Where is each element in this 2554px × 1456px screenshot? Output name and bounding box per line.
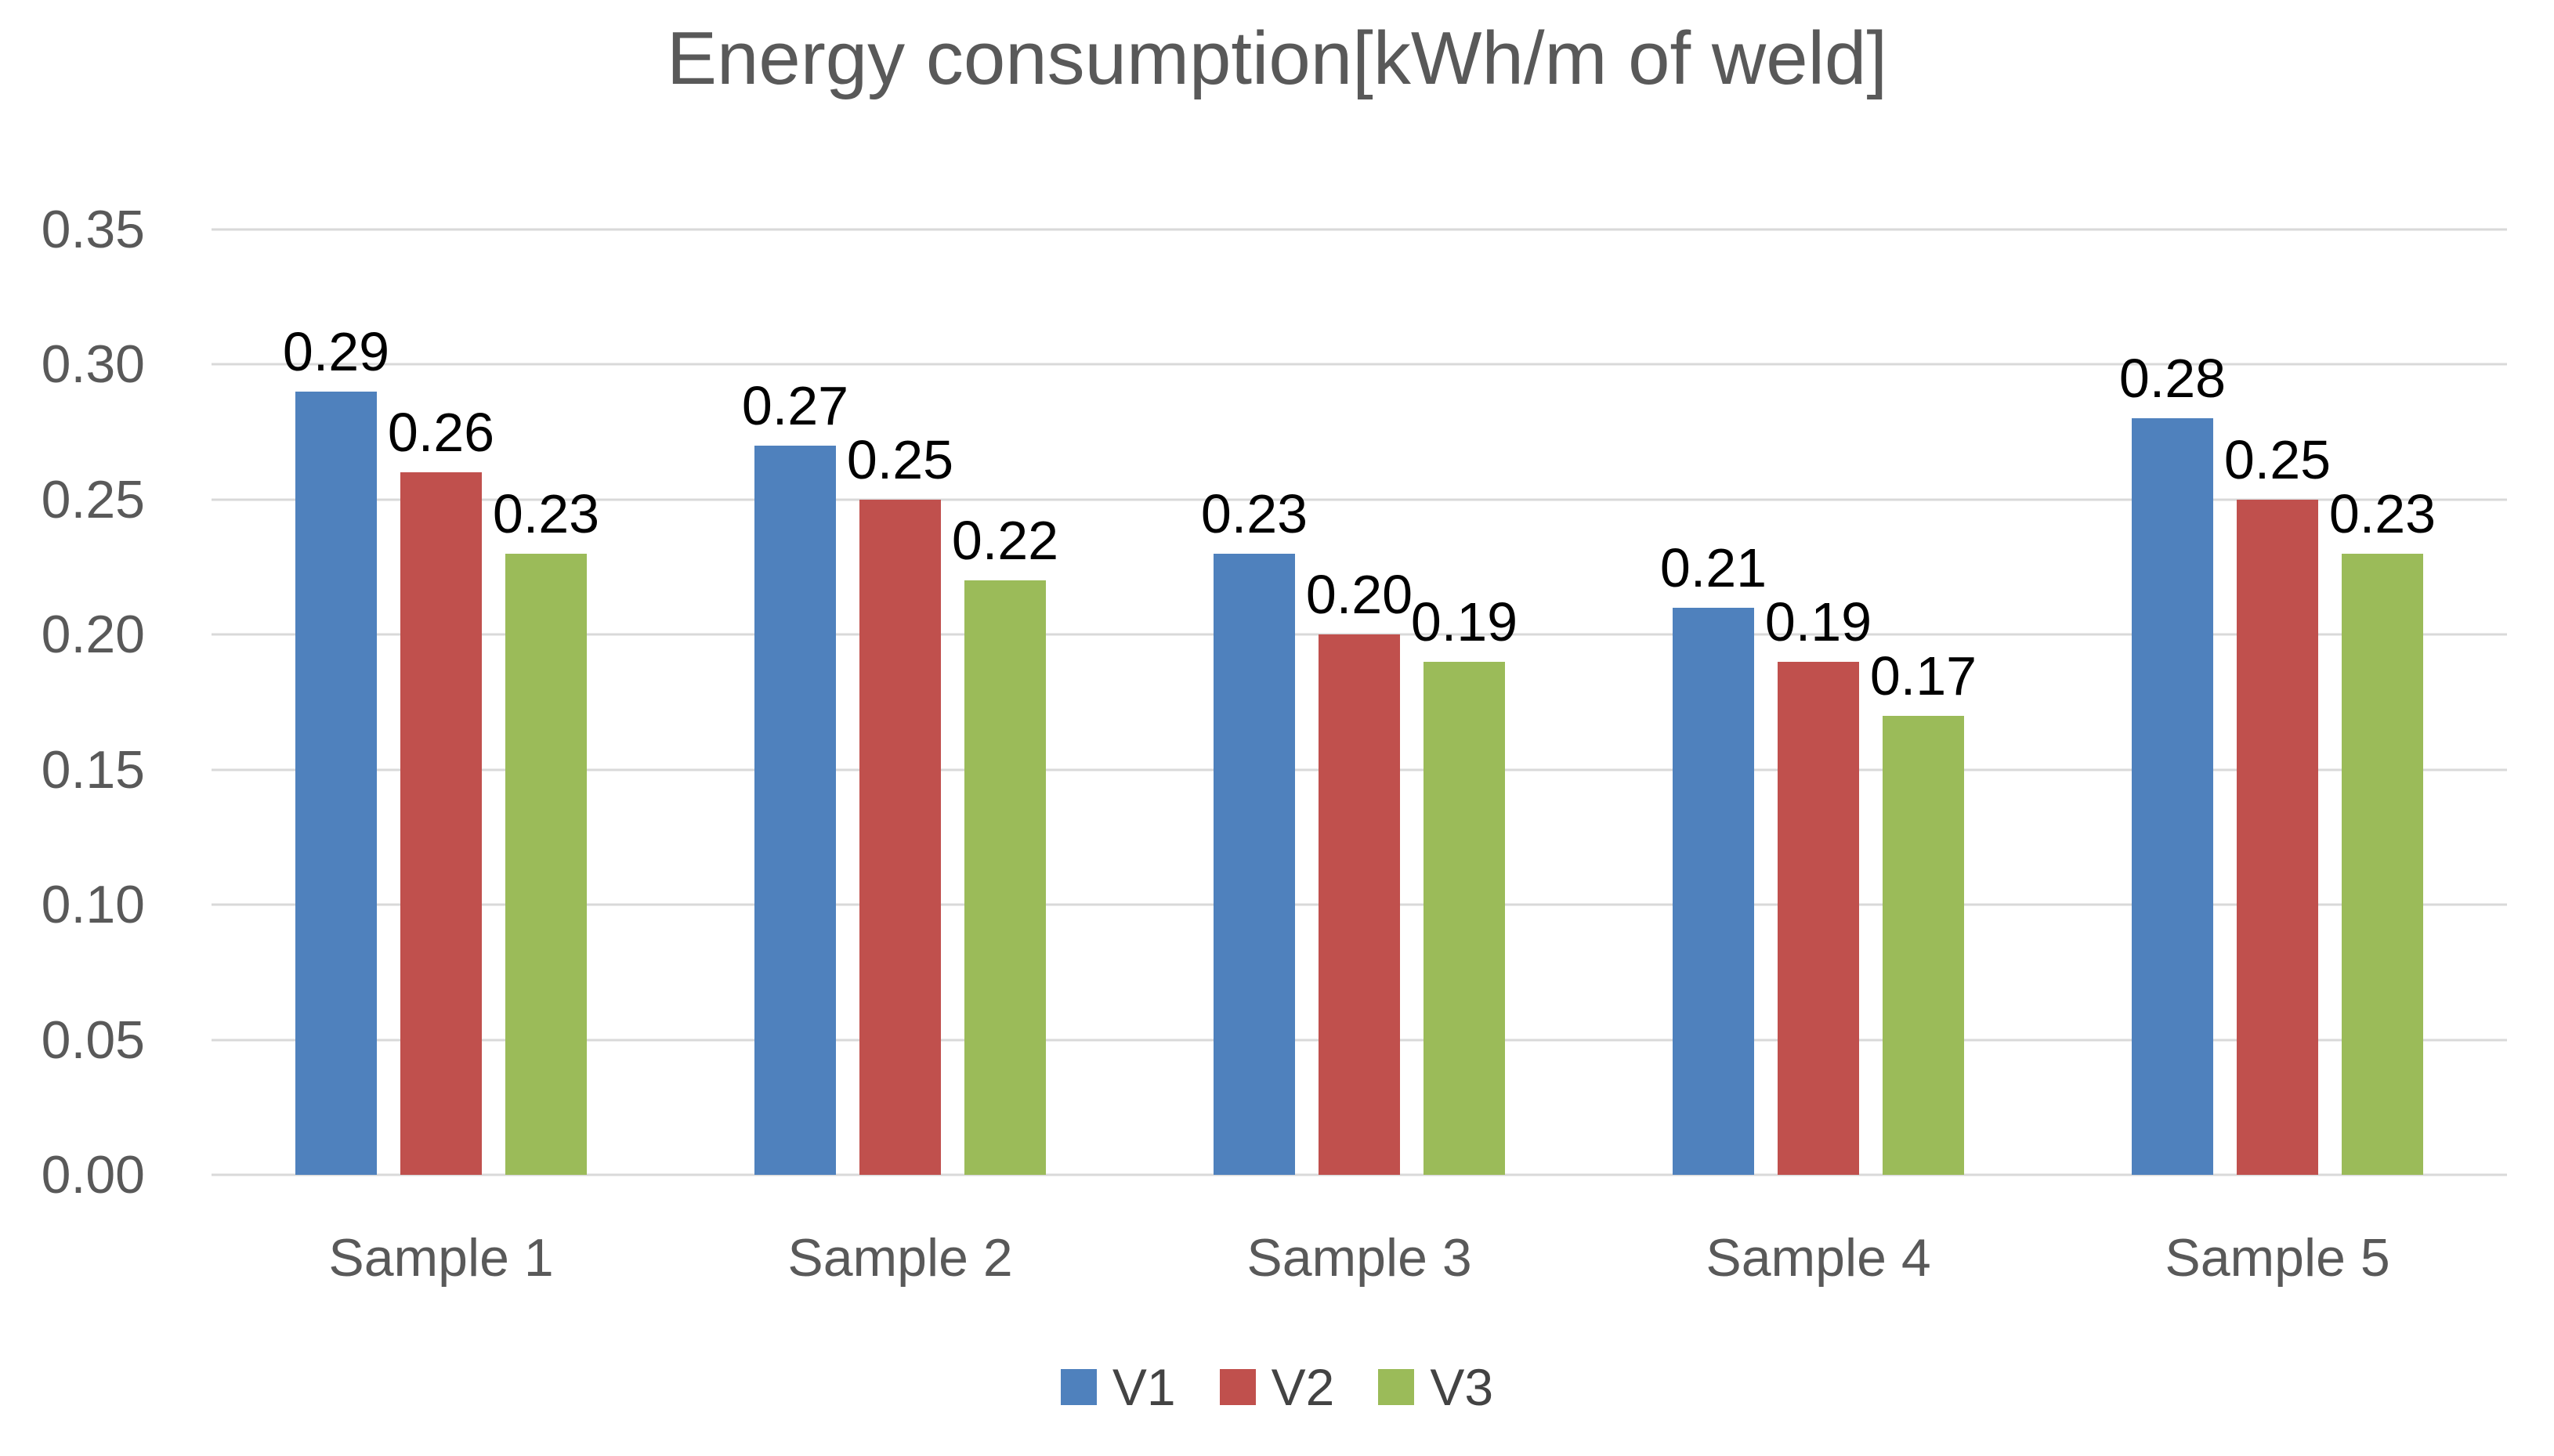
bar-v3-sample-3: 0.19 <box>1411 594 1518 1175</box>
bar-v1-sample-1: 0.29 <box>283 324 389 1175</box>
bar-v3-sample-5: 0.23 <box>2329 486 2436 1175</box>
legend-swatch-v2 <box>1219 1369 1256 1405</box>
bar-value-label: 0.29 <box>282 320 390 382</box>
legend-label-v2: V2 <box>1271 1358 1335 1416</box>
bar-value-label: 0.25 <box>2223 428 2332 490</box>
x-axis-category-label: Sample 1 <box>328 1228 554 1288</box>
legend-item-v3: V3 <box>1378 1361 1493 1413</box>
bar-value-label: 0.22 <box>951 510 1059 572</box>
bar-value-label: 0.20 <box>1305 564 1413 626</box>
bar-value-label: 0.21 <box>1659 537 1767 598</box>
bar-value-label: 0.23 <box>1200 482 1308 544</box>
bar-v3-sample-2: 0.22 <box>952 513 1058 1175</box>
y-axis-tick-label: 0.00 <box>41 1145 145 1205</box>
bar-group-sample-2: 0.27 0.25 0.22 <box>671 229 1130 1175</box>
y-axis-tick-label: 0.35 <box>41 200 145 259</box>
bar-value-label: 0.27 <box>741 374 849 436</box>
bar-v3-sample-4: 0.17 <box>1870 649 1977 1175</box>
x-axis-category-label: Sample 2 <box>787 1228 1013 1288</box>
legend-item-v2: V2 <box>1219 1358 1335 1416</box>
bar-value-label: 0.19 <box>1410 591 1518 652</box>
bar-v1-sample-2: 0.27 <box>742 378 848 1175</box>
bar-value-label: 0.26 <box>387 402 495 464</box>
legend-item-v1: V1 <box>1060 1358 1176 1416</box>
legend-swatch-v3 <box>1378 1369 1415 1405</box>
x-axis-category-label: Sample 3 <box>1246 1228 1472 1288</box>
y-axis: 0.00 0.05 0.10 0.15 0.20 0.25 0.30 0.35 <box>0 203 145 1201</box>
x-axis-category-label: Sample 4 <box>1706 1228 1931 1288</box>
bar-v3-sample-1: 0.23 <box>493 486 599 1175</box>
bar-value-label: 0.17 <box>1869 645 1977 706</box>
legend-label-v3: V3 <box>1430 1358 1494 1416</box>
bar-group-sample-4: 0.21 0.19 0.17 <box>1589 229 2048 1175</box>
y-axis-tick-label: 0.25 <box>41 469 145 529</box>
bar-group-sample-3: 0.23 0.20 0.19 <box>1130 229 1589 1175</box>
chart-title: Energy consumption[kWh/m of weld] <box>667 16 1887 100</box>
gridline-y-0.30 <box>212 363 2507 366</box>
bar-v1-sample-5: 0.28 <box>2119 351 2226 1175</box>
x-axis-category-label: Sample 5 <box>2165 1228 2390 1288</box>
bar-value-label: 0.25 <box>846 428 954 490</box>
y-axis-tick-label: 0.30 <box>41 334 145 395</box>
bar-v2-sample-1: 0.26 <box>388 405 494 1175</box>
y-axis-tick-label: 0.20 <box>41 605 145 665</box>
legend-label-v1: V1 <box>1112 1358 1176 1416</box>
gridline-y-0.00 <box>212 1173 2507 1176</box>
legend: V1 V2 V3 <box>0 1361 2554 1413</box>
bar-value-label: 0.23 <box>492 482 600 544</box>
bar-value-label: 0.23 <box>2328 482 2436 544</box>
bar-v1-sample-4: 0.21 <box>1660 540 1767 1175</box>
y-axis-tick-label: 0.05 <box>41 1010 145 1070</box>
y-axis-tick-label: 0.15 <box>41 739 145 800</box>
bar-v2-sample-2: 0.25 <box>847 432 953 1175</box>
plot-area: 0.29 0.26 0.23 0.27 0.25 0.22 0.23 0.20 0.19 0.21… <box>212 228 2507 1176</box>
bar-group-sample-1: 0.29 0.26 0.23 <box>212 229 671 1175</box>
bar-value-label: 0.19 <box>1764 591 1872 652</box>
gridline-y-0.35 <box>212 228 2507 231</box>
legend-swatch-v1 <box>1060 1369 1097 1405</box>
bar-v2-sample-5: 0.25 <box>2224 432 2331 1175</box>
bar-v2-sample-3: 0.20 <box>1306 567 1413 1175</box>
y-axis-tick-label: 0.10 <box>41 875 145 935</box>
gridline-y-0.25 <box>212 498 2507 501</box>
bar-group-sample-5: 0.28 0.25 0.23 <box>2048 229 2507 1175</box>
bar-v2-sample-4: 0.19 <box>1765 594 1872 1175</box>
bar-value-label: 0.28 <box>2118 348 2227 410</box>
bar-v1-sample-3: 0.23 <box>1201 486 1308 1175</box>
